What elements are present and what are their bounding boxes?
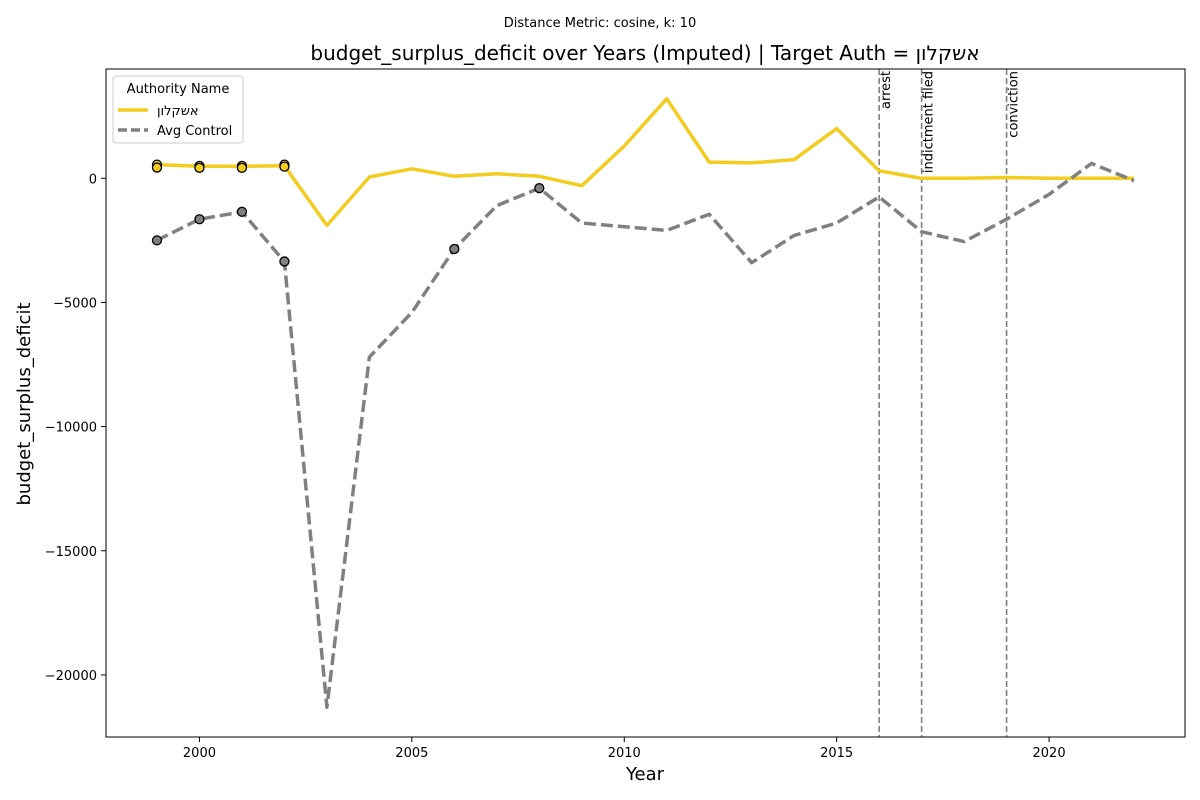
data-point-target xyxy=(279,161,290,172)
legend: Authority Name אשקלון Avg Control xyxy=(112,75,244,144)
y-tick-label: −15000 xyxy=(45,545,97,560)
event-label: conviction xyxy=(1007,71,1022,138)
y-tick-label: −5000 xyxy=(53,296,97,311)
legend-label-target: אשקלון xyxy=(157,104,199,119)
y-axis: −20000 −15000 −10000 −5000 0 xyxy=(45,172,106,684)
legend-label-control: Avg Control xyxy=(157,124,232,139)
series-line-avg-control xyxy=(156,161,1135,709)
y-tick-label: 0 xyxy=(89,172,97,187)
data-point-avg-control xyxy=(236,206,248,217)
y-tick-label: −20000 xyxy=(45,669,97,684)
plot-frame xyxy=(105,68,1186,738)
data-point-target xyxy=(194,162,205,173)
data-point-target xyxy=(151,162,163,173)
data-point-avg-control xyxy=(151,235,163,246)
data-point-avg-control xyxy=(279,256,290,267)
x-axis-label: Year xyxy=(625,764,665,785)
x-tick-label: 2000 xyxy=(183,746,216,761)
data-point-avg-control xyxy=(449,243,460,255)
x-tick-label: 2005 xyxy=(395,746,428,761)
chart-title: budget_surplus_deficit over Years (Imput… xyxy=(310,41,979,65)
series-line-target xyxy=(156,97,1134,228)
legend-title: Authority Name xyxy=(127,82,230,97)
event-label: arrest xyxy=(879,71,894,109)
event-label: indictment filed xyxy=(922,71,937,173)
chart-supertitle: Distance Metric: cosine, k: 10 xyxy=(504,16,696,31)
y-axis-label: budget_surplus_deficit xyxy=(14,302,35,505)
data-point-target xyxy=(236,162,248,173)
x-axis: 2000 2005 2010 2015 2020 xyxy=(183,737,1066,761)
data-point-avg-control xyxy=(534,183,545,194)
plot-area: arrest indictment filed conviction xyxy=(151,69,1135,737)
data-point-avg-control xyxy=(194,214,205,225)
x-tick-label: 2020 xyxy=(1033,746,1066,761)
legend-box xyxy=(112,75,244,144)
y-tick-label: −10000 xyxy=(45,421,97,436)
x-tick-label: 2010 xyxy=(608,746,641,761)
x-tick-label: 2015 xyxy=(820,746,853,761)
